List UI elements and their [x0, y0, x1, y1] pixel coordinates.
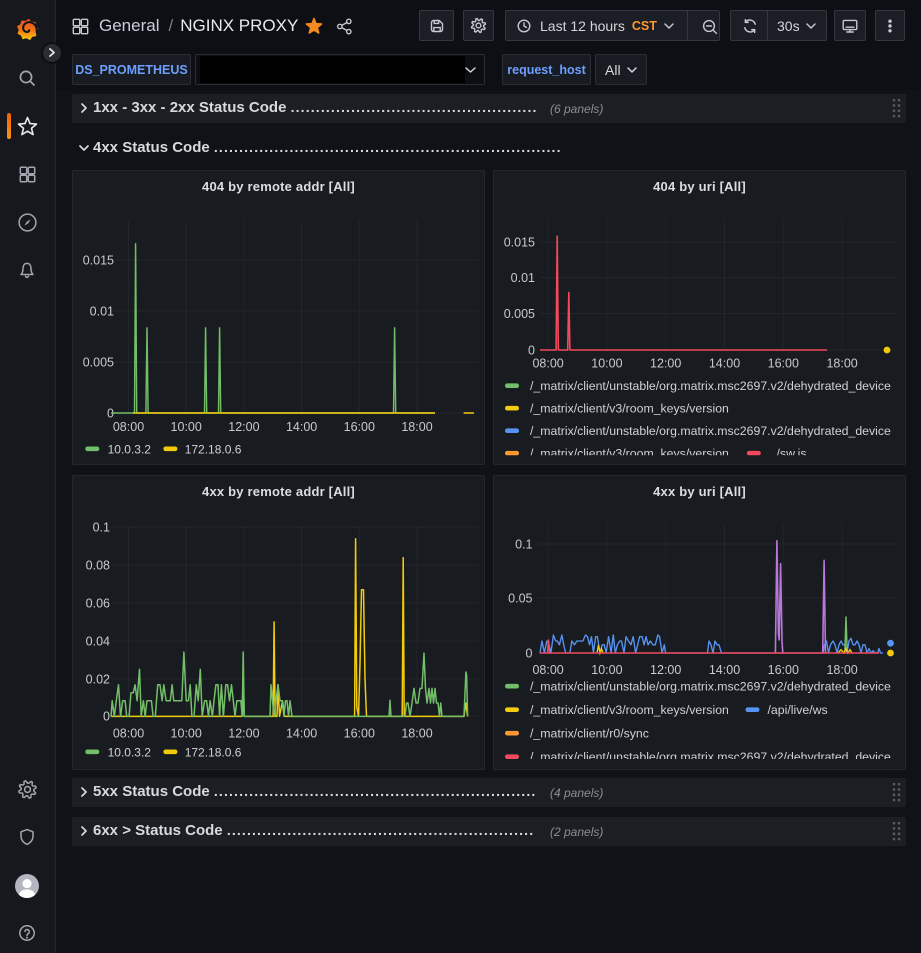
svg-text:0: 0: [107, 406, 114, 420]
svg-text:16:00: 16:00: [344, 420, 375, 434]
svg-text:10:00: 10:00: [591, 663, 622, 677]
svg-text:08:00: 08:00: [113, 727, 144, 741]
svg-text:10.0.3.2: 10.0.3.2: [108, 442, 152, 456]
svg-text:0.015: 0.015: [83, 253, 114, 267]
svg-text:/api/live/ws: /api/live/ws: [768, 703, 828, 717]
svg-text:16:00: 16:00: [768, 663, 799, 677]
svg-text:/_matrix/client/unstable/org.m: /_matrix/client/unstable/org.matrix.msc2…: [530, 680, 891, 694]
svg-text:14:00: 14:00: [286, 420, 317, 434]
svg-text:0.08: 0.08: [86, 558, 110, 572]
svg-text:/_matrix/client/unstable/org.m: /_matrix/client/unstable/org.matrix.msc2…: [530, 379, 891, 393]
svg-text:10.0.3.2: 10.0.3.2: [108, 745, 152, 759]
svg-text:16:00: 16:00: [344, 727, 375, 741]
svg-text:12:00: 12:00: [650, 357, 681, 371]
svg-text:0.04: 0.04: [86, 634, 110, 648]
svg-text:/sw.js: /sw.js: [777, 447, 807, 461]
svg-text:14:00: 14:00: [286, 727, 317, 741]
svg-text:/_matrix/client/r0/sync: /_matrix/client/r0/sync: [530, 727, 649, 741]
svg-text:12:00: 12:00: [228, 420, 259, 434]
svg-text:/_matrix/client/v3/room_keys/v: /_matrix/client/v3/room_keys/version: [530, 447, 729, 461]
svg-text:0: 0: [526, 646, 533, 660]
svg-text:0.01: 0.01: [90, 304, 114, 318]
svg-text:16:00: 16:00: [768, 357, 799, 371]
svg-text:/_matrix/client/unstable/org.m: /_matrix/client/unstable/org.matrix.msc2…: [530, 424, 891, 438]
svg-text:08:00: 08:00: [532, 663, 563, 677]
svg-text:18:00: 18:00: [401, 420, 432, 434]
svg-text:10:00: 10:00: [591, 357, 622, 371]
svg-text:10:00: 10:00: [171, 420, 202, 434]
svg-text:0.1: 0.1: [515, 537, 532, 551]
svg-text:/_matrix/client/unstable/org.m: /_matrix/client/unstable/org.matrix.msc2…: [530, 750, 891, 764]
svg-text:0.01: 0.01: [511, 271, 535, 285]
svg-text:18:00: 18:00: [826, 357, 857, 371]
svg-text:172.18.0.6: 172.18.0.6: [185, 745, 242, 759]
svg-text:18:00: 18:00: [401, 727, 432, 741]
svg-text:0: 0: [103, 709, 110, 723]
svg-text:0.005: 0.005: [504, 307, 535, 321]
svg-text:14:00: 14:00: [709, 663, 740, 677]
svg-text:08:00: 08:00: [113, 420, 144, 434]
svg-text:0.015: 0.015: [504, 235, 535, 249]
svg-text:0: 0: [528, 343, 535, 357]
svg-text:0.02: 0.02: [86, 672, 110, 686]
svg-text:14:00: 14:00: [709, 357, 740, 371]
svg-text:0.005: 0.005: [83, 355, 114, 369]
svg-text:/_matrix/client/v3/room_keys/v: /_matrix/client/v3/room_keys/version: [530, 703, 729, 717]
svg-text:12:00: 12:00: [228, 727, 259, 741]
svg-text:12:00: 12:00: [650, 663, 681, 677]
svg-text:172.18.0.6: 172.18.0.6: [185, 442, 242, 456]
svg-text:10:00: 10:00: [171, 727, 202, 741]
svg-text:0.06: 0.06: [86, 596, 110, 610]
svg-text:08:00: 08:00: [532, 357, 563, 371]
svg-text:18:00: 18:00: [826, 663, 857, 677]
svg-text:/_matrix/client/v3/room_keys/v: /_matrix/client/v3/room_keys/version: [530, 402, 729, 416]
svg-text:0.1: 0.1: [93, 520, 110, 534]
svg-text:0.05: 0.05: [508, 591, 532, 605]
